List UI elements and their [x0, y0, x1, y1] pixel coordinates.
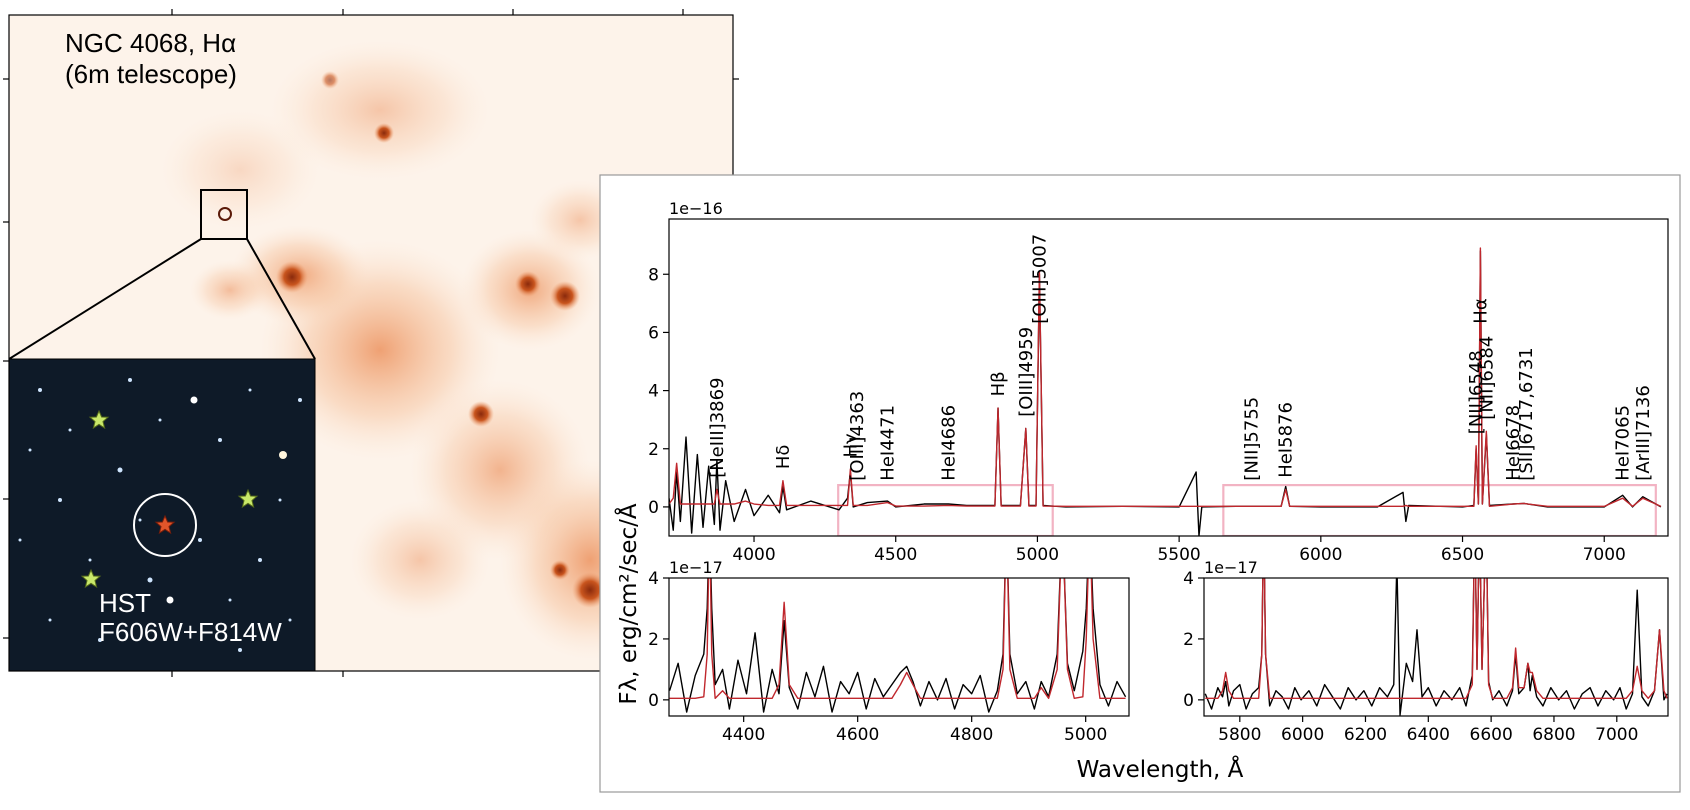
line-label: [ArIII]7136	[1633, 385, 1654, 481]
scale-label: 1e−17	[669, 558, 723, 577]
scale-label: 1e−17	[1204, 558, 1258, 577]
x-tick-label: 6800	[1532, 725, 1575, 745]
inset-label: HST	[99, 588, 151, 618]
x-tick-label: 6200	[1344, 725, 1387, 745]
axes-frame	[668, 577, 1130, 717]
x-tick-label: 6000	[1281, 725, 1324, 745]
x-tick-label: 4800	[950, 725, 993, 745]
image-subtitle: (6m telescope)	[65, 59, 237, 89]
x-tick-label: 7000	[1583, 545, 1626, 565]
line-label: HeI4686	[938, 405, 959, 481]
y-tick-label: 4	[648, 569, 659, 589]
line-label: [NII]5755	[1241, 397, 1262, 481]
x-tick-label: 6000	[1299, 545, 1342, 565]
x-tick-label: 6500	[1441, 545, 1484, 565]
chart: 5800 6000 6200 6400 6600 6800 7000 0 2 4 1e−17	[1183, 558, 1669, 745]
inset-filters: F606W+F814W	[99, 617, 282, 647]
x-tick-label: 5800	[1218, 725, 1261, 745]
y-tick-label: 0	[648, 691, 659, 711]
x-tick-label: 5500	[1157, 545, 1200, 565]
y-tick-label: 0	[1183, 691, 1194, 711]
axes-frame	[668, 218, 1669, 537]
y-tick-label: 8	[648, 265, 659, 285]
y-tick-label: 6	[648, 323, 659, 343]
line-label: [NII]6548	[1466, 350, 1487, 434]
x-axis-label: Wavelength, Å	[1077, 755, 1244, 783]
x-tick-label: 5000	[1064, 725, 1107, 745]
line-label: [OIII]4363	[847, 391, 868, 481]
line-label: HeI7065	[1613, 405, 1634, 481]
y-tick-label: 0	[648, 498, 659, 518]
x-tick-label: 4400	[722, 725, 765, 745]
image-title: NGC 4068, Hα	[65, 28, 236, 58]
line-label: Hα	[1470, 298, 1491, 323]
line-label: [OIII]5007	[1029, 234, 1050, 324]
plot-area	[1204, 578, 1668, 716]
y-tick-label: 4	[648, 382, 659, 402]
x-tick-label: 4500	[874, 545, 917, 565]
axes-frame	[1203, 577, 1669, 717]
scale-label: 1e−16	[669, 199, 723, 218]
x-tick-label: 4600	[836, 725, 879, 745]
x-tick-label: 7000	[1595, 725, 1638, 745]
line-label: HeI4471	[878, 405, 899, 481]
line-label: Hβ	[988, 371, 1009, 396]
spectrum-line	[1205, 578, 1668, 700]
line-label: [NeIII]3869	[707, 377, 728, 477]
x-tick-label: 5000	[1016, 545, 1059, 565]
line-label: [OIII]4959	[1016, 327, 1037, 417]
chart: 4400 4600 4800 5000 0 2 4 1e−17	[648, 558, 1130, 745]
y-axis-label: Fλ, erg/cm²/sec/Å	[614, 503, 642, 705]
spectrum-line	[669, 578, 1126, 700]
image-ticks	[3, 9, 739, 677]
line-label: HeI5876	[1276, 402, 1297, 478]
line-label: [NII]6584	[1476, 336, 1497, 420]
plot-area	[669, 578, 1127, 713]
line-label: Hδ	[773, 445, 794, 470]
y-tick-label: 2	[648, 440, 659, 460]
chart: 4000 4500 5000 5500 6000 6500 7000 0 2 4 6 8 1e−16 [N…	[648, 199, 1669, 565]
x-tick-label: 6400	[1407, 725, 1450, 745]
y-tick-label: 2	[1183, 630, 1194, 650]
line-label: HeI6678	[1503, 405, 1524, 481]
y-tick-label: 2	[648, 630, 659, 650]
spectrum-line	[669, 247, 1662, 508]
line-label: [SII]6717,6731	[1516, 347, 1537, 480]
y-tick-label: 4	[1183, 569, 1194, 589]
x-tick-label: 4000	[732, 545, 775, 565]
x-tick-label: 6600	[1470, 725, 1513, 745]
line-label: Hγ	[840, 433, 861, 458]
